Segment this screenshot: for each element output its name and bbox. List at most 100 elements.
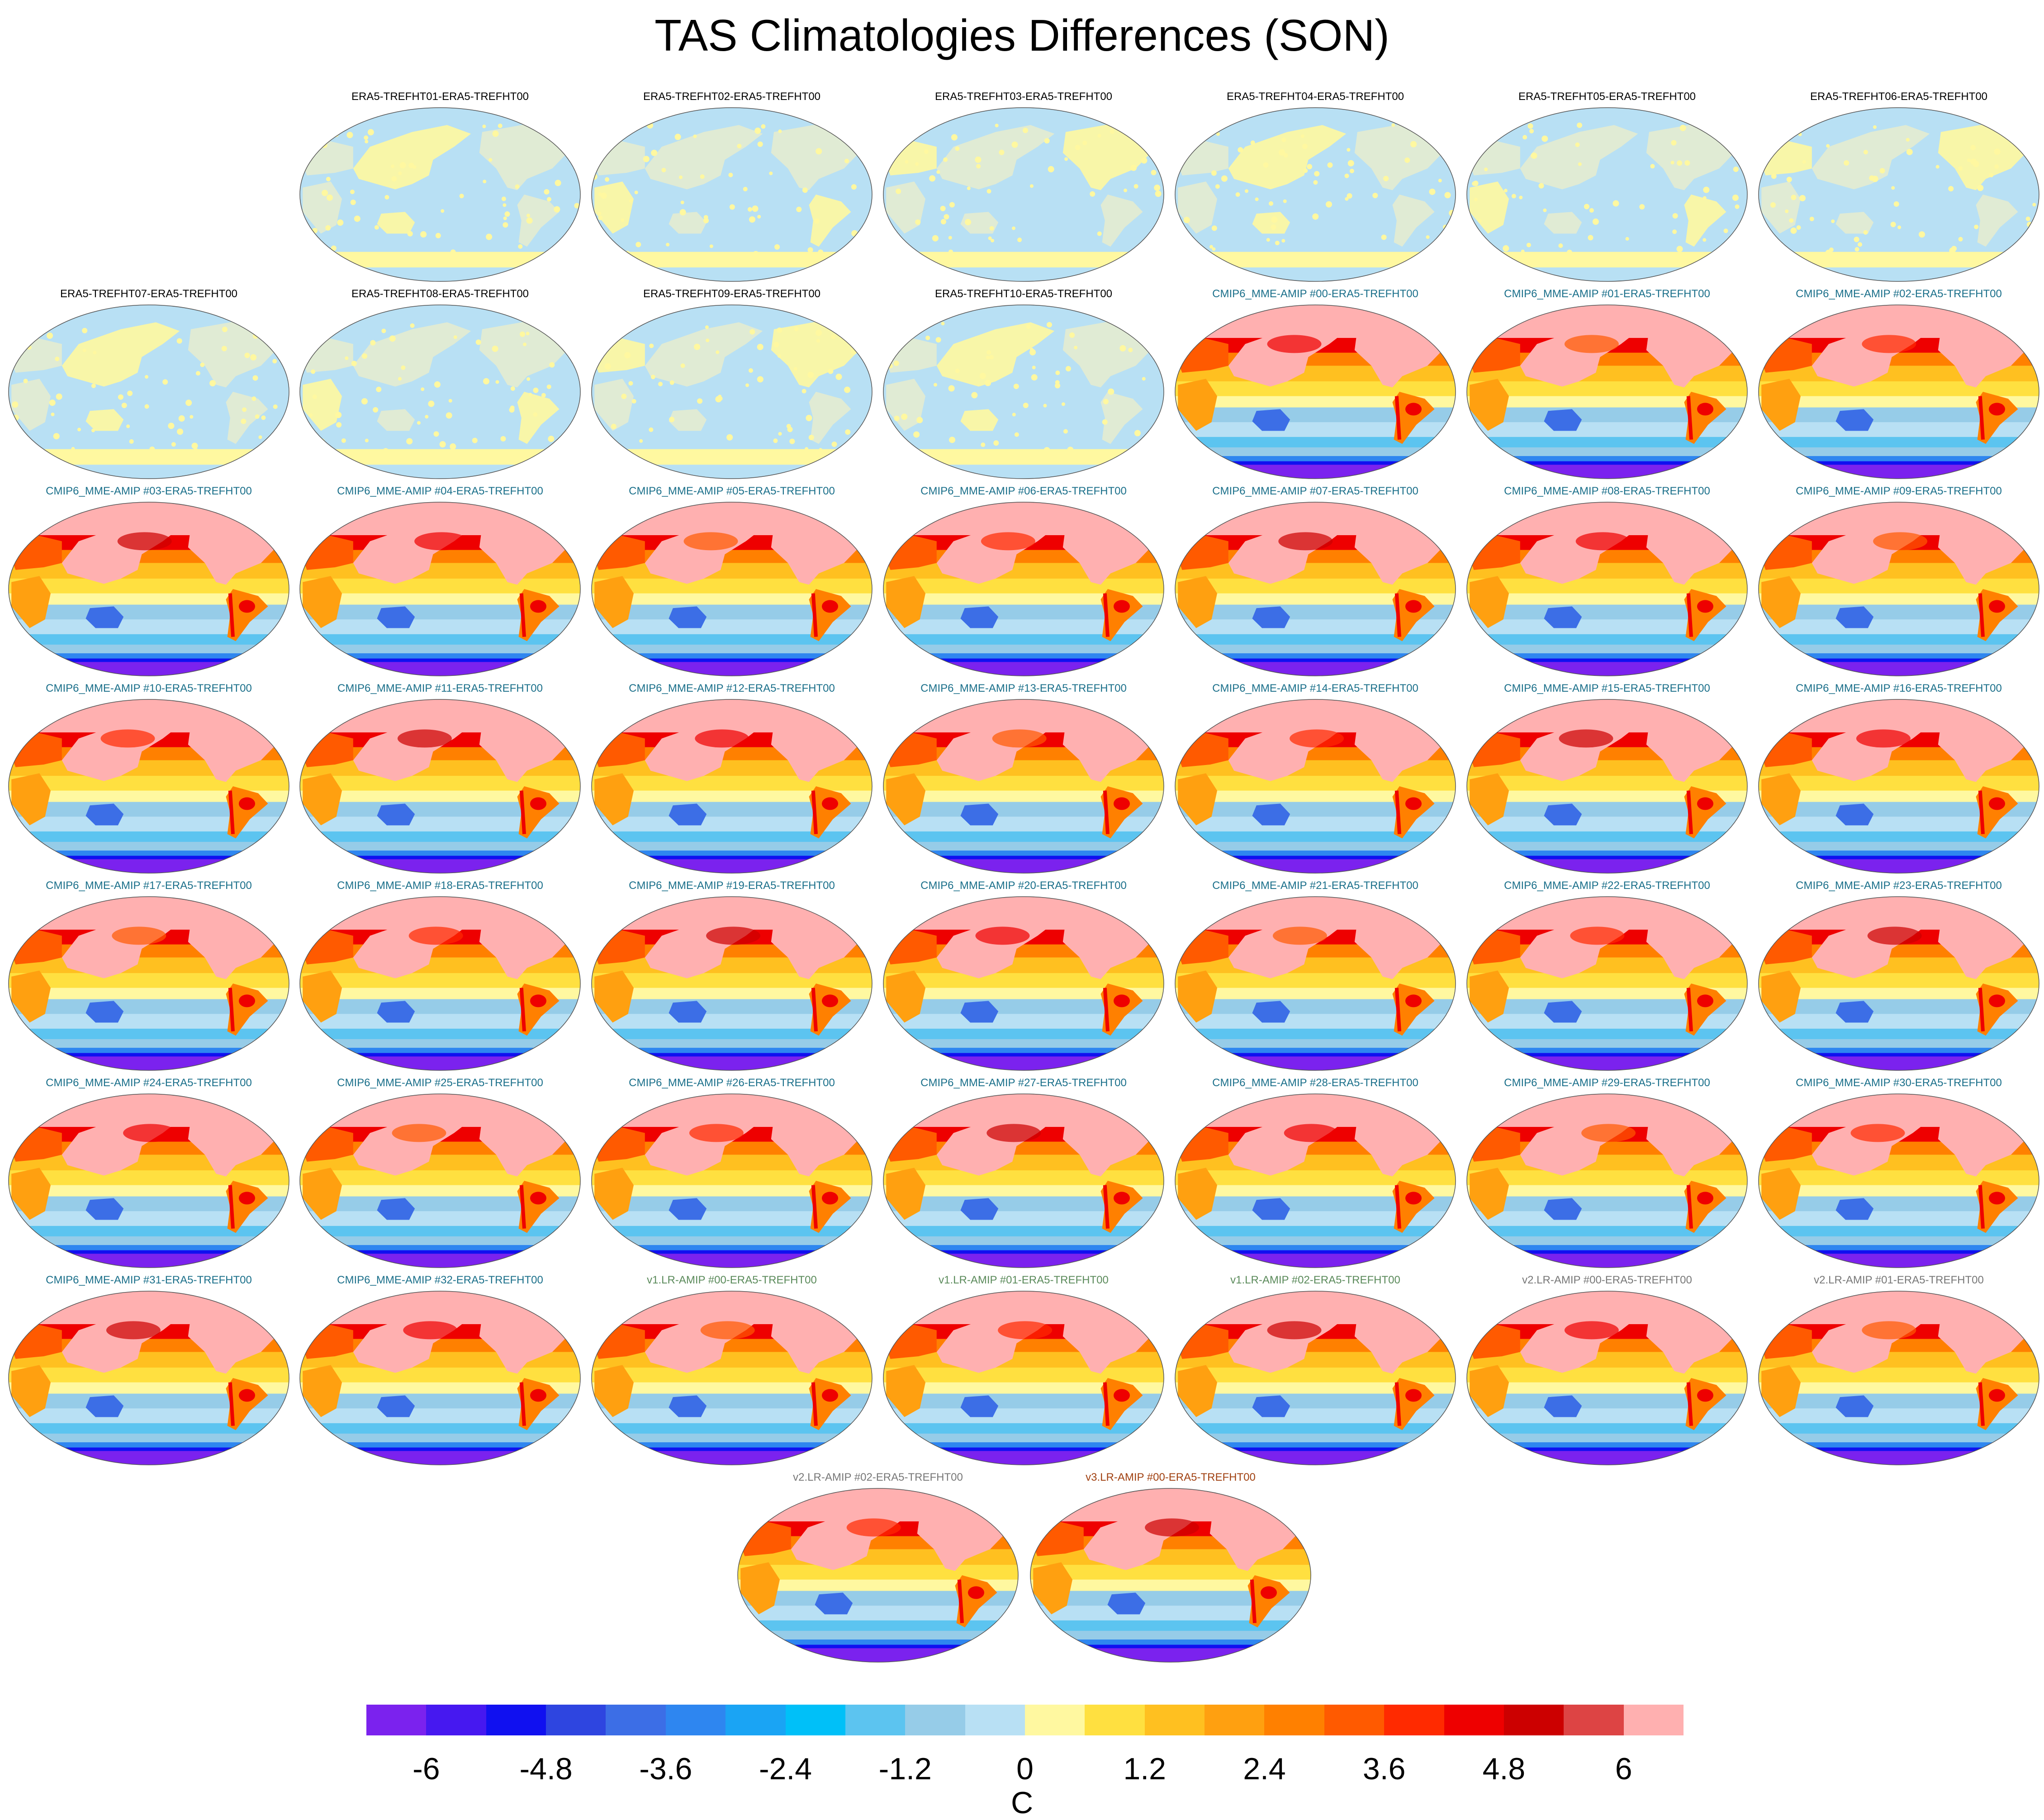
map-border [737,1488,1019,1663]
map-border [1758,1291,2039,1465]
map-border [591,502,873,676]
panel-label: CMIP6_MME-AMIP #05-ERA5-TREFHT00 [629,485,835,497]
panel-label: CMIP6_MME-AMIP #31-ERA5-TREFHT00 [46,1274,252,1286]
map-plot [1466,1093,1748,1268]
map-border [299,107,581,282]
map-field [1030,1488,1311,1662]
map-field [1467,699,1747,873]
map-panel: v1.LR-AMIP #00-ERA5-TREFHT00 [590,1274,873,1468]
panel-label: CMIP6_MME-AMIP #18-ERA5-TREFHT00 [337,879,543,892]
colorbar-swatch [1503,1705,1564,1735]
map-field [1759,897,2039,1070]
map-panel: CMIP6_MME-AMIP #26-ERA5-TREFHT00 [590,1077,873,1270]
map-field [1759,1094,2039,1268]
map-field [1175,699,1456,873]
map-panel: CMIP6_MME-AMIP #01-ERA5-TREFHT00 [1465,288,1749,481]
map-border [8,304,289,479]
colorbar-swatch [366,1705,427,1735]
map-border [591,304,873,479]
map-border [299,1093,581,1268]
map-panel: CMIP6_MME-AMIP #31-ERA5-TREFHT00 [7,1274,290,1468]
map-field [1759,699,2039,873]
map-field [883,897,1164,1070]
panel-grid: ERA5-TREFHT01-ERA5-TREFHT00 ERA5-TREFHT02… [7,90,2040,1665]
map-plot [1758,1093,2039,1268]
map-field [1467,897,1747,1070]
map-panel: ERA5-TREFHT10-ERA5-TREFHT00 [882,288,1165,481]
map-plot [591,304,873,479]
map-plot [883,304,1164,479]
map-field [1759,108,2039,281]
map-panel: CMIP6_MME-AMIP #14-ERA5-TREFHT00 [1174,682,1457,876]
map-border [591,1291,873,1465]
panel-label: v1.LR-AMIP #00-ERA5-TREFHT00 [647,1274,817,1286]
map-border [591,1093,873,1268]
map-plot [1175,896,1456,1071]
panel-label: CMIP6_MME-AMIP #09-ERA5-TREFHT00 [1796,485,2002,497]
panel-label: v1.LR-AMIP #02-ERA5-TREFHT00 [1230,1274,1400,1286]
map-border [1175,1093,1456,1268]
map-plot [1175,699,1456,874]
colorbar-swatch [1085,1705,1145,1735]
map-panel: v1.LR-AMIP #02-ERA5-TREFHT00 [1174,1274,1457,1468]
map-plot [883,896,1164,1071]
map-border [1175,502,1456,676]
panel-label: ERA5-TREFHT03-ERA5-TREFHT00 [934,90,1113,103]
map-panel: CMIP6_MME-AMIP #15-ERA5-TREFHT00 [1465,682,1749,876]
map-field [9,1291,289,1465]
map-border [591,896,873,1071]
colorbar-swatch [845,1705,906,1735]
map-field [300,108,580,281]
map-panel: ERA5-TREFHT02-ERA5-TREFHT00 [590,90,873,284]
map-field [592,305,872,479]
panel-label: ERA5-TREFHT08-ERA5-TREFHT00 [351,288,529,300]
map-field [1759,1291,2039,1465]
panel-label: CMIP6_MME-AMIP #25-ERA5-TREFHT00 [337,1077,543,1089]
colorbar-unit-label: C [1010,1786,1034,1820]
map-border [299,502,581,676]
colorbar-tick-label: -1.2 [878,1752,932,1786]
colorbar-tick-label: 4.8 [1482,1752,1526,1786]
map-plot [1175,1291,1456,1465]
panel-label: ERA5-TREFHT02-ERA5-TREFHT00 [643,90,821,103]
map-border [591,107,873,282]
panel-label: ERA5-TREFHT05-ERA5-TREFHT00 [1518,90,1696,103]
map-border [1175,1291,1456,1465]
map-border [1466,896,1748,1071]
colorbar-swatch [546,1705,606,1735]
map-field [592,699,872,873]
map-plot [1466,699,1748,874]
map-border [1466,304,1748,479]
map-panel: CMIP6_MME-AMIP #09-ERA5-TREFHT00 [1757,485,2040,679]
map-panel: ERA5-TREFHT03-ERA5-TREFHT00 [882,90,1165,284]
panel-label: v2.LR-AMIP #01-ERA5-TREFHT00 [1814,1274,1984,1286]
map-panel: v3.LR-AMIP #00-ERA5-TREFHT00 [1029,1471,1312,1665]
colorbar-swatch [1324,1705,1385,1735]
panel-label: v2.LR-AMIP #00-ERA5-TREFHT00 [1522,1274,1692,1286]
map-border [883,1093,1164,1268]
panel-label: v3.LR-AMIP #00-ERA5-TREFHT00 [1086,1471,1256,1483]
map-field [1175,1291,1456,1465]
map-plot [1758,896,2039,1071]
map-plot [883,1093,1164,1268]
colorbar-tick-label: 3.6 [1362,1752,1406,1786]
panel-label: CMIP6_MME-AMIP #22-ERA5-TREFHT00 [1504,879,1710,892]
map-border [1758,699,2039,874]
map-border [299,304,581,479]
panel-label: ERA5-TREFHT10-ERA5-TREFHT00 [934,288,1113,300]
map-border [8,1093,289,1268]
panel-label: CMIP6_MME-AMIP #08-ERA5-TREFHT00 [1504,485,1710,497]
map-panel: CMIP6_MME-AMIP #27-ERA5-TREFHT00 [882,1077,1165,1270]
panel-label: CMIP6_MME-AMIP #21-ERA5-TREFHT00 [1212,879,1418,892]
panel-label: CMIP6_MME-AMIP #02-ERA5-TREFHT00 [1796,288,2002,300]
colorbar-bar [366,1705,1684,1736]
chart-title: TAS Climatologies Differences (SON) [654,10,1390,60]
map-plot [299,699,581,874]
panel-label: CMIP6_MME-AMIP #24-ERA5-TREFHT00 [46,1077,252,1089]
map-border [1466,699,1748,874]
map-border [1466,1093,1748,1268]
panel-label: CMIP6_MME-AMIP #07-ERA5-TREFHT00 [1212,485,1418,497]
map-field [883,1094,1164,1268]
map-field [1175,305,1456,479]
panel-label: CMIP6_MME-AMIP #11-ERA5-TREFHT00 [337,682,543,694]
